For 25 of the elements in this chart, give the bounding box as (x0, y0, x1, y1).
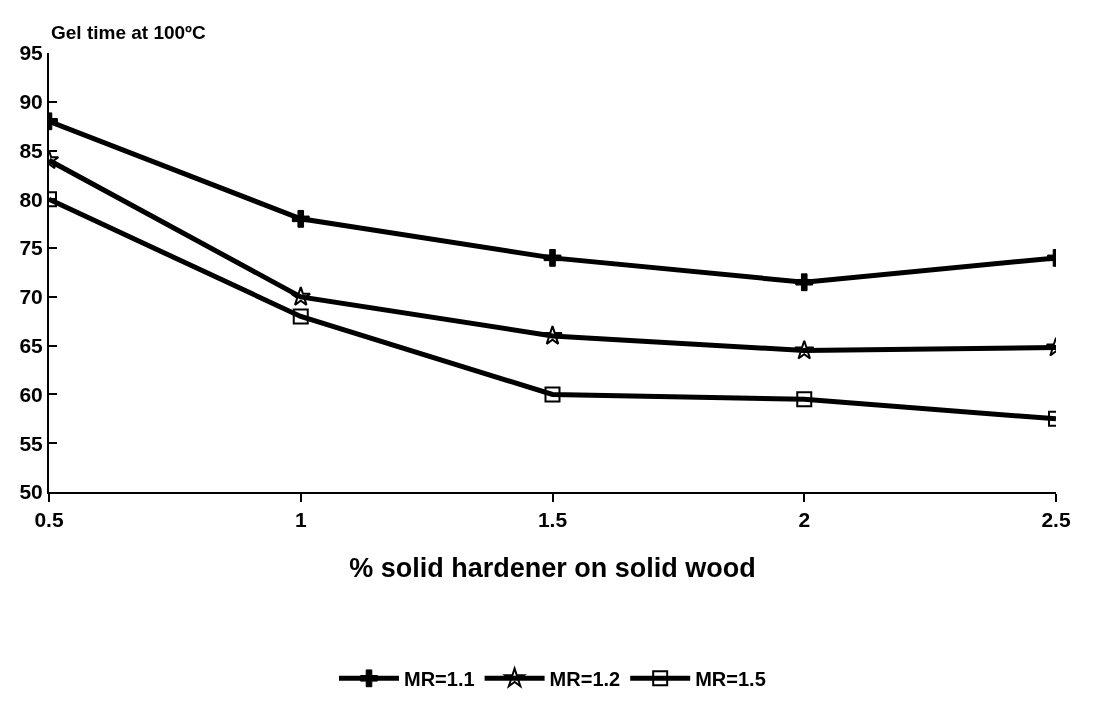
y-tick-label: 95 (19, 41, 44, 65)
x-tick-label: 1.5 (537, 508, 568, 532)
y-tick-label: 80 (19, 187, 43, 211)
y-tick-label: 65 (19, 334, 44, 358)
x-tick-label: 1 (294, 508, 307, 532)
point (542, 325, 563, 345)
y-tick-label: 55 (19, 431, 44, 455)
point (544, 386, 561, 403)
y-tick-label: 75 (19, 236, 44, 260)
point (793, 339, 815, 360)
x-tick-label: 0.5 (34, 508, 64, 532)
x-tick-label: 2 (798, 508, 811, 532)
y-axis-title: Gel time at 100ºC (51, 22, 207, 43)
y-tick-label: 90 (19, 90, 43, 114)
y-tick-label: 60 (19, 382, 43, 406)
legend-label: MR=1.5 (695, 668, 766, 691)
point (290, 286, 312, 306)
y-tick-label: 85 (19, 138, 44, 162)
legend-label: MR=1.2 (549, 668, 621, 691)
x-tick-label: 2.5 (1041, 508, 1071, 532)
point (543, 248, 562, 267)
legend-label: MR=1.1 (404, 668, 475, 691)
y-tick-label: 70 (19, 285, 43, 309)
y-tick-label: 50 (19, 480, 43, 504)
x-axis-title: % solid hardener on solid wood (349, 553, 756, 584)
